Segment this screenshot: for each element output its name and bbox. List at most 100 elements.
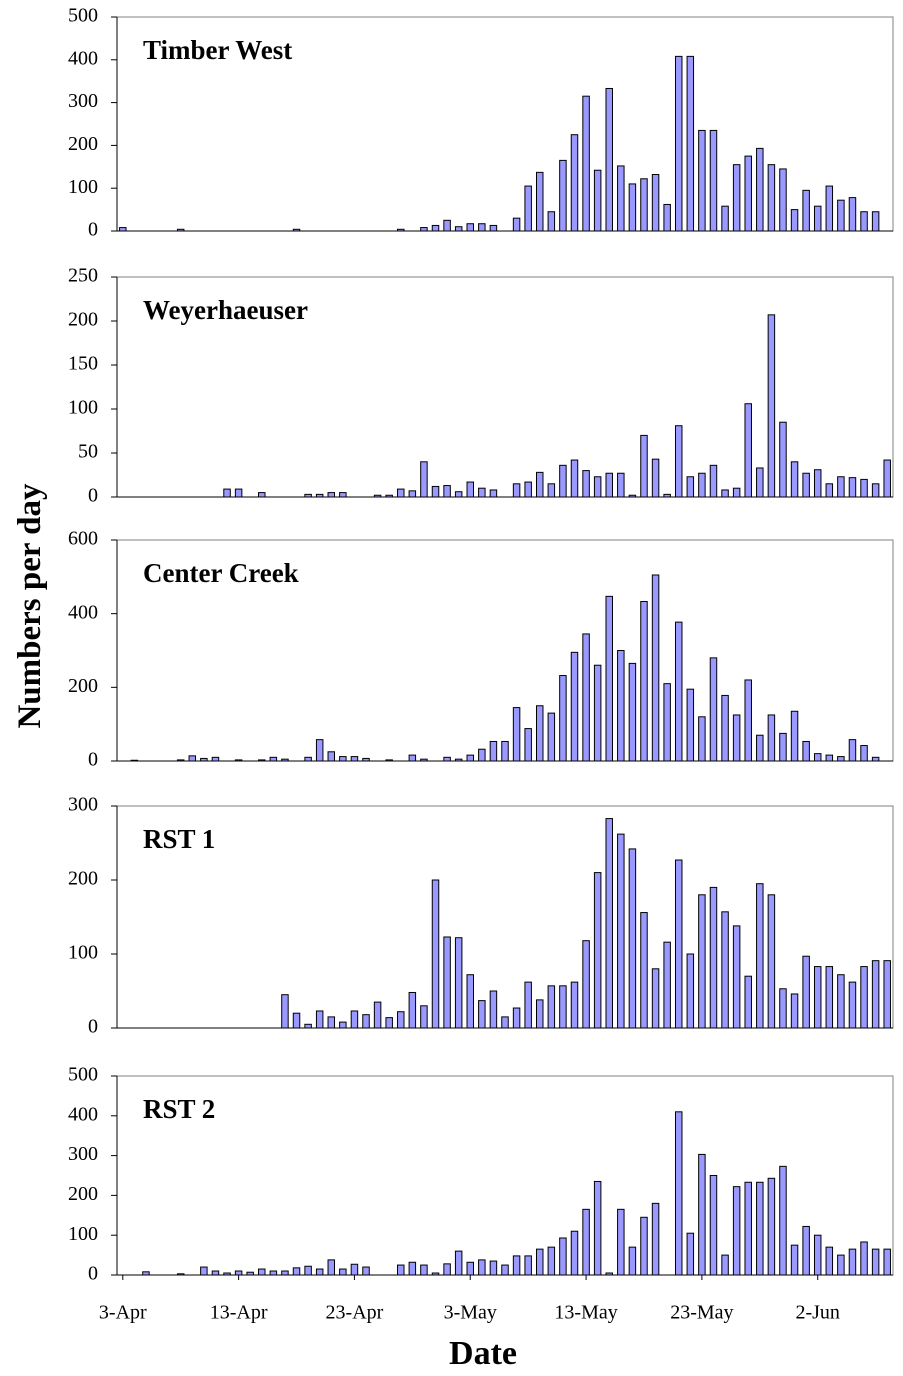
bar — [512, 1007, 521, 1029]
bar — [570, 981, 579, 1029]
plot-frame — [116, 1075, 894, 1276]
y-tick-label: 50 — [78, 441, 98, 463]
bar — [478, 223, 486, 232]
bar — [512, 217, 521, 232]
bar — [547, 1246, 556, 1276]
bar — [142, 1271, 150, 1276]
bar — [234, 1270, 243, 1276]
bar — [767, 894, 776, 1029]
y-tick-label: 100 — [68, 397, 98, 419]
bar — [848, 477, 857, 498]
bar — [779, 421, 787, 498]
bar — [431, 879, 440, 1029]
bar — [825, 483, 834, 498]
bar — [431, 485, 440, 498]
bar — [420, 461, 428, 498]
bar — [813, 753, 822, 762]
y-tick-label: 500 — [68, 5, 98, 27]
bar — [362, 757, 370, 762]
bar — [443, 485, 451, 498]
bar — [176, 759, 185, 762]
bar — [327, 492, 336, 498]
bar — [570, 1230, 579, 1276]
bar — [559, 159, 567, 232]
bar — [304, 756, 312, 762]
bar — [315, 1268, 324, 1276]
bar — [188, 755, 197, 762]
bar — [454, 491, 463, 498]
bar — [779, 732, 787, 762]
bar — [466, 481, 474, 498]
bar — [466, 223, 474, 232]
bar — [871, 756, 880, 762]
bar — [825, 185, 834, 232]
y-tick-label: 300 — [68, 1143, 98, 1165]
bar — [200, 1266, 208, 1276]
bar — [397, 488, 405, 498]
bar — [582, 95, 590, 232]
y-tick-label: 200 — [68, 309, 98, 331]
bar — [837, 756, 845, 762]
bar — [628, 848, 637, 1029]
x-tick-label: 13-May — [554, 1302, 617, 1324]
bar — [258, 492, 266, 498]
bar — [420, 1264, 428, 1276]
bar — [466, 1261, 474, 1276]
bar — [547, 211, 556, 232]
bar — [258, 1268, 266, 1276]
bar — [802, 955, 810, 1029]
x-tick-label: 23-Apr — [326, 1302, 384, 1324]
x-tick-label: 23-May — [670, 1302, 733, 1324]
panel-title: Center Creek — [143, 558, 299, 588]
bar — [871, 211, 880, 232]
bar — [802, 1225, 810, 1276]
y-tick-label: 0 — [88, 1263, 98, 1285]
bar — [397, 1011, 405, 1029]
bar — [825, 1246, 834, 1276]
bar — [628, 1246, 637, 1276]
bar — [350, 1010, 359, 1029]
bar — [802, 472, 810, 498]
bar — [871, 960, 880, 1029]
bar — [339, 756, 347, 762]
bar — [744, 403, 752, 498]
bar — [709, 1175, 718, 1276]
bar — [536, 999, 544, 1029]
y-tick-label: 0 — [88, 219, 98, 241]
bar — [686, 476, 695, 498]
bar — [501, 1016, 509, 1029]
bar — [385, 759, 393, 762]
bar — [454, 1250, 463, 1276]
bar — [211, 756, 220, 762]
bar — [837, 476, 845, 498]
bar — [640, 912, 648, 1029]
bar — [651, 174, 660, 232]
bar — [790, 209, 799, 232]
bar — [524, 481, 532, 498]
bar — [559, 1237, 567, 1276]
y-tick-label: 100 — [68, 1223, 98, 1245]
bar — [883, 459, 891, 498]
bar — [663, 203, 671, 232]
bar — [524, 981, 532, 1029]
bar — [304, 1023, 312, 1029]
bar — [640, 178, 648, 232]
x-tick-label: 3-May — [444, 1302, 497, 1324]
bar — [744, 679, 752, 762]
bar — [292, 228, 301, 232]
bar — [489, 1260, 498, 1276]
bar — [408, 754, 417, 762]
bar — [756, 734, 764, 762]
bar — [825, 966, 834, 1029]
bar — [478, 748, 486, 762]
bar — [269, 1270, 278, 1276]
bar — [130, 759, 139, 762]
y-tick-label: 0 — [88, 749, 98, 771]
bar — [524, 185, 532, 232]
bar — [489, 489, 498, 498]
bar — [385, 494, 393, 498]
bar — [512, 707, 521, 762]
bar — [304, 493, 312, 498]
bar — [651, 968, 660, 1029]
bar — [327, 751, 336, 762]
